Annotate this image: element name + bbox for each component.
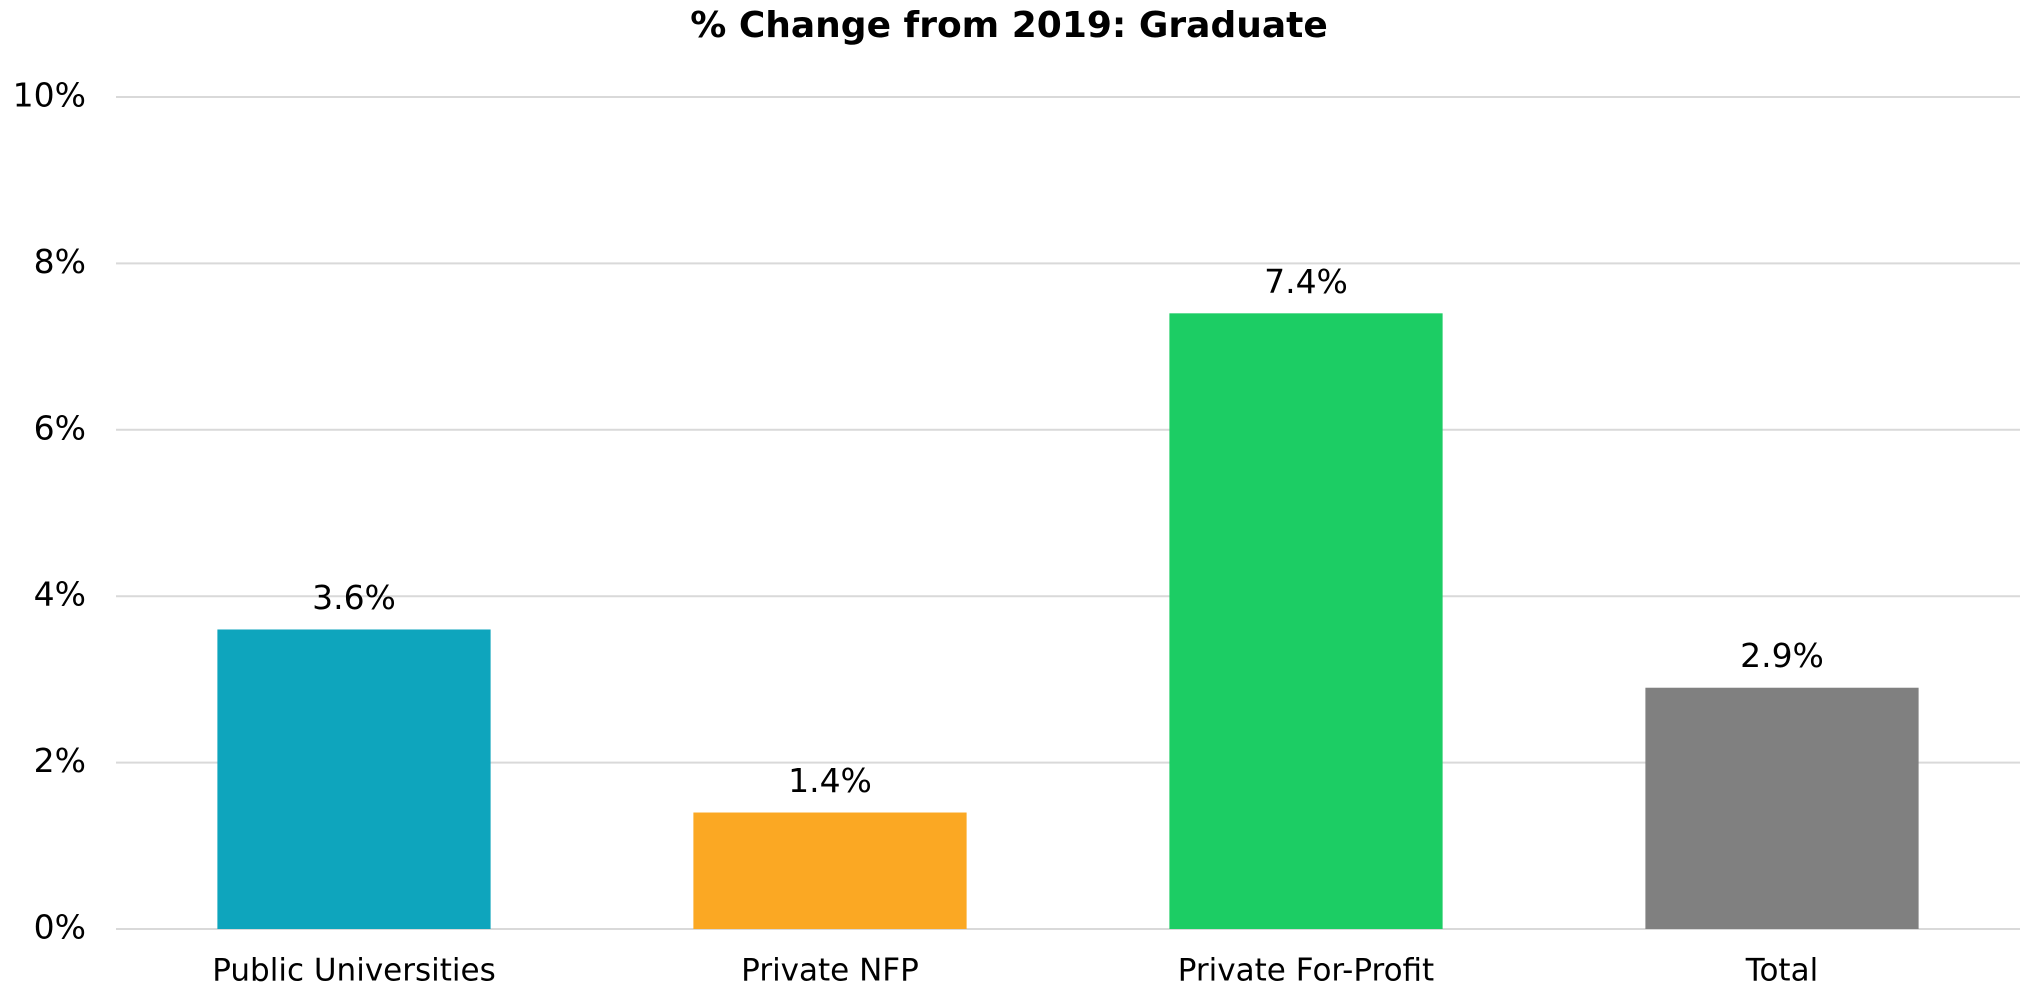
x-tick-label: Public Universities	[212, 953, 495, 989]
y-tick-label: 4%	[34, 575, 86, 614]
y-tick-label: 8%	[34, 242, 86, 281]
chart-title: % Change from 2019: Graduate	[690, 5, 1328, 46]
y-tick-label: 2%	[34, 741, 86, 780]
bar	[217, 629, 491, 929]
data-label: 3.6%	[312, 578, 396, 617]
data-label: 2.9%	[1740, 636, 1824, 675]
x-tick-label: Private For-Profit	[1178, 953, 1434, 989]
data-label: 7.4%	[1264, 262, 1348, 301]
bar	[1169, 313, 1443, 929]
y-tick-label: 6%	[34, 408, 86, 447]
bar	[1645, 687, 1919, 929]
x-tick-label: Private NFP	[741, 953, 919, 989]
data-label: 1.4%	[788, 761, 872, 800]
x-tick-label: Total	[1745, 953, 1818, 989]
bar	[693, 812, 967, 929]
y-tick-label: 10%	[13, 76, 86, 115]
y-tick-label: 0%	[34, 908, 86, 947]
